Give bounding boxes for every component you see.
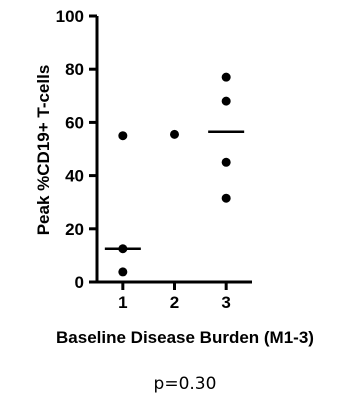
x-tick-label: 3 [221,293,230,312]
x-tick-label: 1 [118,293,127,312]
data-point [118,244,128,254]
data-point [221,193,231,203]
y-tick-label: 0 [75,273,84,292]
x-tick-label: 2 [170,293,179,312]
y-tick-label: 80 [65,60,84,79]
data-point [221,96,231,106]
y-tick-label: 60 [65,113,84,132]
data-points [118,72,231,277]
p-value-annotation: p=0.30 [154,374,217,394]
data-point [170,129,179,139]
data-point [118,131,128,141]
x-axis: 1 2 3 [97,280,252,312]
data-point [221,72,231,82]
x-axis-title: Baseline Disease Burden (M1-3) [56,328,314,347]
y-axis: 0 20 40 60 80 100 [56,7,99,292]
median-lines [104,130,245,250]
y-tick-label: 40 [65,167,84,186]
data-point [221,157,231,167]
y-tick-label: 20 [65,220,84,239]
y-tick-label: 100 [56,7,84,26]
y-axis-title: Peak %CD19+ T-cells [34,65,53,236]
data-point [118,267,128,277]
